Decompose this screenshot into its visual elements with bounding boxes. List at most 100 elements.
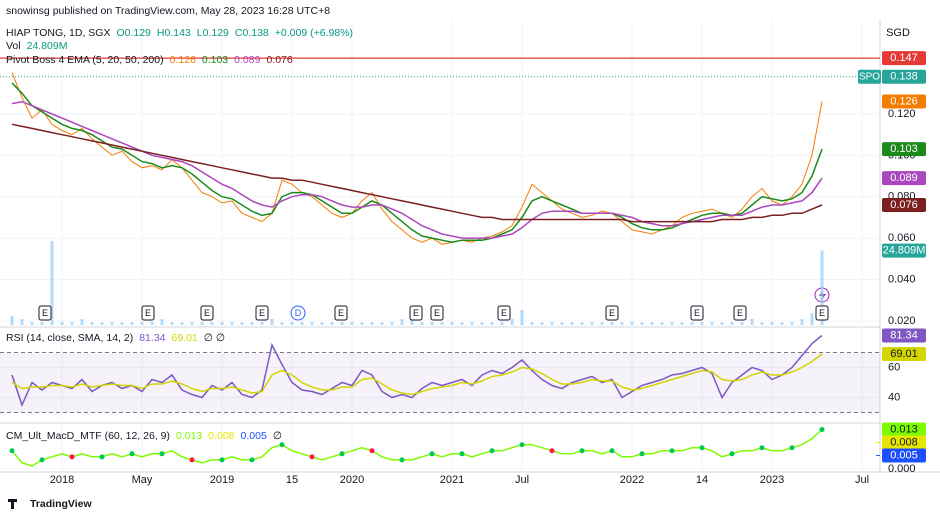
- volume-bar: [150, 322, 154, 325]
- event-label: E: [338, 308, 344, 318]
- legend-item: 0.005: [241, 430, 267, 442]
- volume-bar: [180, 322, 184, 325]
- price-badge: [882, 435, 926, 450]
- macd-dot: [819, 427, 825, 433]
- event-label: E: [609, 308, 615, 318]
- macd-dot: [639, 451, 645, 457]
- price-badge-label: 0.013: [890, 423, 918, 435]
- volume-bar: [680, 322, 684, 325]
- price-badge-label: 0.138: [890, 71, 918, 83]
- event-label: E: [737, 308, 743, 318]
- event-label: E: [694, 308, 700, 318]
- price-badge-label: 81.34: [890, 329, 918, 341]
- ohlc: O0.129: [116, 27, 151, 39]
- volume-bar: [40, 322, 44, 325]
- y-tick-label: 0.040: [888, 273, 916, 285]
- macd-dot: [69, 454, 75, 460]
- legend-item: 81.34: [139, 332, 165, 344]
- x-tick-label: 2018: [50, 474, 74, 486]
- volume-bar: [80, 319, 84, 325]
- macd-dot: [489, 448, 495, 454]
- macd-dot: [189, 457, 195, 463]
- series-line: [11, 428, 823, 467]
- price-badge-label: 0.126: [890, 95, 918, 107]
- y-tick-label: 0.000: [888, 463, 916, 475]
- price-badge: [882, 171, 926, 186]
- price-badge-label: 0.008: [890, 436, 918, 448]
- volume-bar: [110, 322, 114, 325]
- legend-item: 0.089: [234, 54, 260, 66]
- publisher: snowinsg published on TradingView.com, M…: [6, 5, 330, 17]
- x-tick-label: 14: [696, 474, 708, 486]
- legend-item: 0.013: [176, 430, 202, 442]
- volume-bar: [120, 322, 124, 325]
- volume-bar: [500, 322, 504, 325]
- volume-bar: [350, 322, 354, 325]
- volume-bar: [290, 322, 294, 325]
- x-tick-label: Jul: [855, 474, 869, 486]
- macd-dot: [399, 457, 405, 463]
- event-flag: [605, 305, 619, 321]
- volume-bar: [820, 250, 824, 325]
- volume-bar: [720, 322, 724, 325]
- event-label: E: [819, 308, 825, 318]
- volume-bar: [780, 322, 784, 325]
- volume-bar: [370, 322, 374, 325]
- logo: [8, 499, 17, 509]
- legend: Pivot Boss 4 EMA (5, 20, 50, 200) 0.126 0.…: [6, 54, 293, 66]
- volume-bar: [800, 319, 804, 325]
- volume-bar: [330, 322, 334, 325]
- price-badge: [882, 448, 926, 463]
- event-flag: [815, 305, 829, 321]
- event-label: D: [295, 308, 302, 318]
- price-badge: [882, 51, 926, 66]
- macd-dot: [459, 451, 465, 457]
- macd-dot: [609, 448, 615, 454]
- legend-item: 0.008: [208, 430, 234, 442]
- volume-bar: [480, 322, 484, 325]
- event-flag: [290, 305, 306, 321]
- price-badge-label: 24.809M: [883, 244, 926, 256]
- price-badge-label: 0.147: [890, 52, 918, 64]
- legend-title: Pivot Boss 4 EMA (5, 20, 50, 200): [6, 54, 164, 66]
- volume-bar: [650, 322, 654, 325]
- volume-bar: [610, 322, 614, 325]
- event-label: E: [259, 308, 265, 318]
- series-line: [11, 72, 823, 245]
- macd-dot: [99, 454, 105, 460]
- volume-bar: [580, 322, 584, 325]
- legend-item: 0.076: [266, 54, 292, 66]
- macd-dot: [699, 445, 705, 451]
- event-label: E: [204, 308, 210, 318]
- event-flag: [690, 305, 704, 321]
- symbol-line: HIAP TONG, 1D, SGX O0.129 H0.143 L0.129 C0.1…: [6, 27, 353, 39]
- volume-bar: [100, 322, 104, 325]
- price-badge-label: 0.005: [890, 449, 918, 461]
- volume-bar: [340, 322, 344, 325]
- volume-bar: [250, 322, 254, 325]
- volume-bar: [510, 319, 514, 325]
- volume-bar: [420, 322, 424, 325]
- event-flag: [334, 305, 348, 321]
- price-badge-label: 0.103: [890, 143, 918, 155]
- volume-bar: [130, 322, 134, 325]
- volume-bar: [230, 322, 234, 325]
- volume-bar: [460, 322, 464, 325]
- legend-title: RSI (14, close, SMA, 14, 2): [6, 332, 133, 344]
- macd-dot: [279, 442, 285, 448]
- symbol-badge-label: SPO: [859, 71, 880, 82]
- volume-bar: [190, 322, 194, 325]
- ohlc: H0.143: [157, 27, 191, 39]
- volume-bar: [170, 322, 174, 325]
- volume-bar: [740, 322, 744, 325]
- volume-bar: [430, 322, 434, 325]
- macd-dot: [579, 448, 585, 454]
- volume-bar: [240, 322, 244, 325]
- volume-bar: [690, 322, 694, 325]
- volume-bar: [220, 322, 224, 325]
- volume-bar: [760, 322, 764, 325]
- rsi-band: [0, 352, 880, 413]
- price-badge: [882, 328, 926, 343]
